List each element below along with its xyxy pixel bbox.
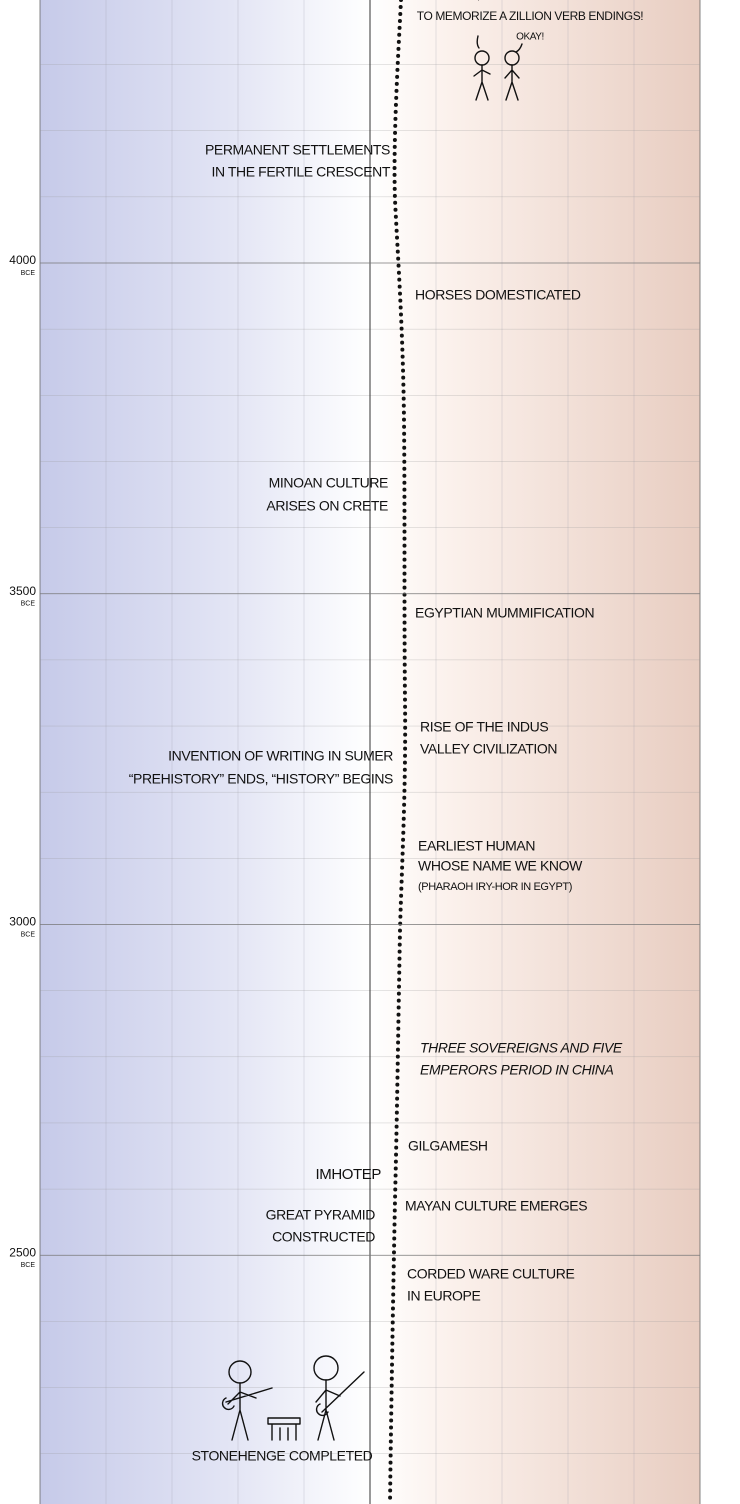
figures	[221, 35, 523, 1441]
annotation-line: EARLIEST HUMAN	[418, 838, 535, 854]
tick-era: BCE	[21, 601, 36, 608]
tick-label: 3500	[9, 584, 36, 598]
annotation-line: VALLEY CIVILIZATION	[420, 741, 557, 757]
column-lines	[39, 0, 701, 1504]
annotation-line: OKAY!	[516, 32, 544, 43]
axis: 4000 BCE 3500 BCE 3000 BCE 2500 BCE	[9, 253, 700, 1269]
annotations: INFLECTED, SO FUTURE STUDENTS HAVE TO MEM…	[129, 0, 647, 1464]
tick-label: 3000	[9, 915, 36, 929]
annotation-line: (PHARAOH IRY-HOR IN EGYPT)	[418, 881, 572, 893]
annotation-line: IN EUROPE	[407, 1288, 480, 1304]
annotation-line: EMPERORS PERIOD IN CHINA	[420, 1062, 613, 1078]
figure-pair	[473, 35, 523, 101]
tick-era: BCE	[21, 1262, 36, 1269]
annotation-line: TO MEMORIZE A ZILLION VERB ENDINGS!	[417, 9, 644, 23]
annotation-line: THREE SOVEREIGNS AND FIVE	[420, 1040, 623, 1056]
annotation-line: ARISES ON CRETE	[266, 498, 388, 514]
annotation-line: “PREHISTORY” ENDS, “HISTORY” BEGINS	[129, 771, 393, 787]
annotation-line: HORSES DOMESTICATED	[415, 287, 581, 303]
annotation-line: MINOAN CULTURE	[269, 475, 388, 491]
tick-era: BCE	[21, 931, 36, 938]
annotation-line: CORDED WARE CULTURE	[407, 1266, 574, 1282]
tick-label: 2500	[9, 1245, 36, 1259]
stonehenge-musicians	[221, 1355, 365, 1441]
annotation-line: PERMANENT SETTLEMENTS	[205, 142, 390, 158]
annotation-line: EGYPTIAN MUMMIFICATION	[415, 605, 594, 621]
annotation-line: MAYAN CULTURE EMERGES	[405, 1198, 587, 1214]
annotation-line: RISE OF THE INDUS	[420, 719, 548, 735]
annotation-line: IN THE FERTILE CRESCENT	[211, 164, 390, 180]
annotation-line: CONSTRUCTED	[272, 1229, 375, 1245]
annotation-line: STONEHENGE COMPLETED	[192, 1448, 373, 1464]
tick-era: BCE	[21, 270, 36, 277]
tick-label: 4000	[9, 253, 36, 267]
annotation-line: INVENTION OF WRITING IN SUMER	[168, 748, 393, 764]
temperature-line	[388, 0, 408, 1504]
annotation-line: IMHOTEP	[315, 1166, 381, 1183]
annotation-line: INFLECTED, SO FUTURE STUDENTS HAVE	[414, 0, 647, 2]
annotation-line: GILGAMESH	[408, 1138, 488, 1154]
annotation-line: WHOSE NAME WE KNOW	[418, 858, 583, 874]
annotation-line: GREAT PYRAMID	[266, 1207, 376, 1223]
